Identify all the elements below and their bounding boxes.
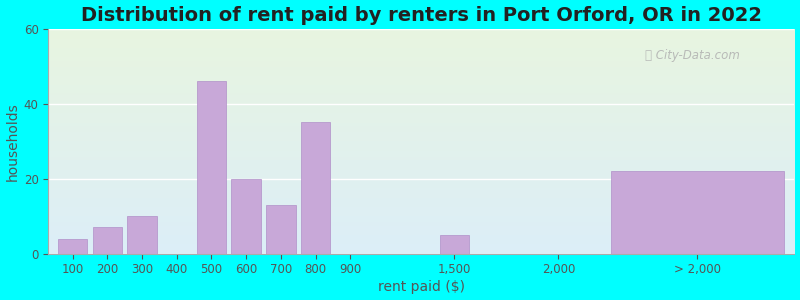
- Bar: [127, 216, 157, 254]
- Bar: [58, 238, 87, 253]
- Bar: [93, 227, 122, 254]
- Bar: [440, 235, 469, 254]
- X-axis label: rent paid ($): rent paid ($): [378, 280, 465, 294]
- Bar: [610, 171, 784, 254]
- Text: ⓘ City-Data.com: ⓘ City-Data.com: [646, 49, 740, 62]
- Y-axis label: households: households: [6, 102, 19, 181]
- Bar: [301, 122, 330, 254]
- Title: Distribution of rent paid by renters in Port Orford, OR in 2022: Distribution of rent paid by renters in …: [81, 6, 762, 25]
- Bar: [266, 205, 295, 254]
- Bar: [197, 81, 226, 254]
- Bar: [231, 179, 261, 254]
